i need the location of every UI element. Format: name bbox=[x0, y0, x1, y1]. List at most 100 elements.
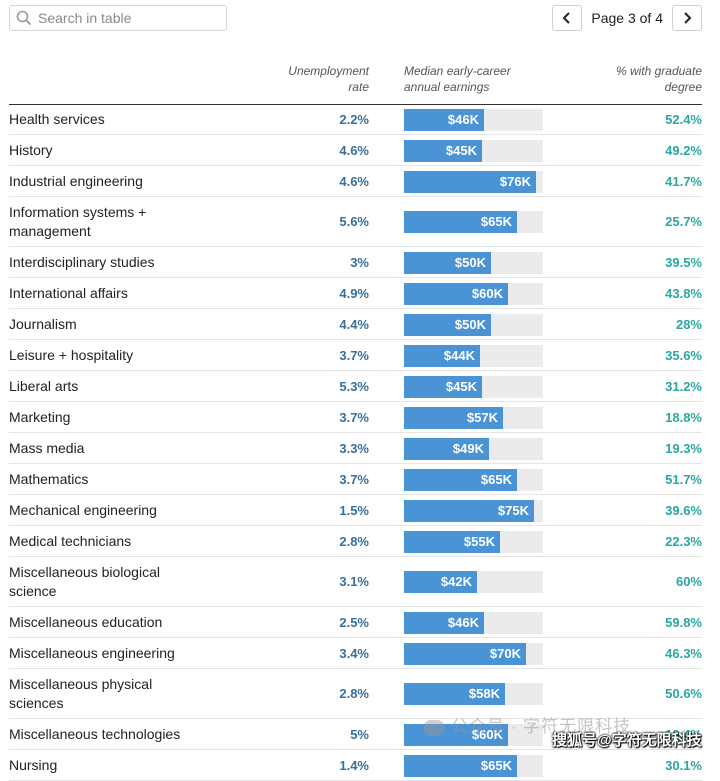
unemployment-rate: 4.4% bbox=[339, 317, 369, 332]
earnings-label: $65K bbox=[480, 758, 512, 773]
earnings-bar-track: $55K bbox=[404, 531, 543, 553]
earnings-bar-track: $76K bbox=[404, 171, 543, 193]
unemployment-rate: 5.6% bbox=[339, 214, 369, 229]
earnings-bar-track: $46K bbox=[404, 612, 543, 634]
major-name: Mechanical engineering bbox=[9, 502, 157, 518]
earnings-bar-track: $75K bbox=[404, 500, 543, 522]
major-name: Journalism bbox=[9, 316, 77, 332]
earnings-bar: $65K bbox=[404, 211, 517, 233]
table-row: Journalism 4.4% $50K 28% bbox=[9, 309, 702, 340]
earnings-bar: $50K bbox=[404, 252, 491, 274]
watermark-wechat: 公众号 · 字符无限科技 bbox=[423, 712, 631, 737]
earnings-bar-track: $65K bbox=[404, 211, 543, 233]
earnings-label: $76K bbox=[499, 174, 531, 189]
earnings-bar-track: $50K bbox=[404, 314, 543, 336]
table-row: Health services 2.2% $46K 52.4% bbox=[9, 104, 702, 135]
earnings-label: $65K bbox=[480, 214, 512, 229]
graduate-degree-percent: 31.2% bbox=[665, 379, 702, 394]
earnings-bar-track: $60K bbox=[404, 283, 543, 305]
major-name: Marketing bbox=[9, 409, 71, 425]
unemployment-rate: 3.7% bbox=[339, 472, 369, 487]
major-name: Miscellaneous biological science bbox=[9, 564, 160, 599]
previous-page-button[interactable] bbox=[552, 5, 583, 31]
earnings-label: $45K bbox=[445, 143, 477, 158]
earnings-bar-track: $58K bbox=[404, 683, 543, 705]
search-input[interactable] bbox=[38, 10, 218, 26]
chevron-right-icon bbox=[684, 12, 692, 24]
earnings-bar: $60K bbox=[404, 283, 508, 305]
earnings-label: $75K bbox=[497, 503, 529, 518]
unemployment-rate: 1.4% bbox=[339, 758, 369, 773]
pagination: Page 3 of 4 bbox=[552, 5, 702, 31]
earnings-label: $49K bbox=[452, 441, 484, 456]
graduate-degree-percent: 18.4% bbox=[665, 727, 702, 742]
unemployment-rate: 3.3% bbox=[339, 441, 369, 456]
graduate-degree-percent: 60% bbox=[675, 574, 702, 589]
graduate-degree-percent: 25.7% bbox=[665, 214, 702, 229]
earnings-bar: $50K bbox=[404, 314, 491, 336]
earnings-bar-track: $60K bbox=[404, 724, 543, 746]
major-name: Mathematics bbox=[9, 471, 89, 487]
earnings-label: $46K bbox=[447, 112, 479, 127]
earnings-bar: $70K bbox=[404, 643, 526, 665]
major-name: Mass media bbox=[9, 440, 85, 456]
major-name: Information systems + management bbox=[9, 204, 147, 239]
unemployment-rate: 5.3% bbox=[339, 379, 369, 394]
table-row: History 4.6% $45K 49.2% bbox=[9, 135, 702, 166]
earnings-bar-track: $42K bbox=[404, 571, 543, 593]
earnings-bar: $46K bbox=[404, 109, 484, 131]
column-header-unemployment[interactable]: Unemployment rate bbox=[288, 64, 369, 94]
earnings-bar: $75K bbox=[404, 500, 534, 522]
graduate-degree-percent: 46.3% bbox=[665, 646, 702, 661]
major-name: Interdisciplinary studies bbox=[9, 254, 155, 270]
table-search[interactable] bbox=[9, 5, 227, 31]
earnings-label: $50K bbox=[454, 255, 486, 270]
earnings-label: $60K bbox=[471, 727, 503, 742]
table-row: Miscellaneous engineering 3.4% $70K 46.3% bbox=[9, 638, 702, 669]
graduate-degree-percent: 28% bbox=[675, 317, 702, 332]
earnings-bar: $65K bbox=[404, 469, 517, 491]
column-header-graduate[interactable]: % with graduate degree bbox=[615, 64, 702, 94]
unemployment-rate: 2.5% bbox=[339, 615, 369, 630]
graduate-degree-percent: 51.7% bbox=[665, 472, 702, 487]
unemployment-rate: 3.7% bbox=[339, 410, 369, 425]
earnings-bar-track: $44K bbox=[404, 345, 543, 367]
major-name: International affairs bbox=[9, 285, 128, 301]
major-name: Miscellaneous physical sciences bbox=[9, 676, 153, 711]
column-header-earnings[interactable]: Median early-career annual earnings bbox=[404, 64, 511, 94]
table-body: Health services 2.2% $46K 52.4% History 4.6% $… bbox=[9, 104, 702, 781]
unemployment-rate: 4.6% bbox=[339, 143, 369, 158]
watermark-text: 公众号 · 字符无限科技 bbox=[451, 717, 632, 736]
graduate-degree-percent: 39.6% bbox=[665, 503, 702, 518]
next-page-button[interactable] bbox=[672, 5, 702, 31]
earnings-bar: $76K bbox=[404, 171, 536, 193]
earnings-label: $58K bbox=[468, 686, 500, 701]
earnings-bar: $60K bbox=[404, 724, 508, 746]
table-row: Information systems + management 5.6% $65K… bbox=[9, 197, 702, 247]
table-row: Miscellaneous technologies 5% $60K 18.4% bbox=[9, 719, 702, 750]
unemployment-rate: 3.7% bbox=[339, 348, 369, 363]
major-name: Miscellaneous engineering bbox=[9, 645, 175, 661]
table-row: Liberal arts 5.3% $45K 31.2% bbox=[9, 371, 702, 402]
earnings-bar-track: $65K bbox=[404, 755, 543, 777]
earnings-label: $45K bbox=[445, 379, 477, 394]
graduate-degree-percent: 22.3% bbox=[665, 534, 702, 549]
unemployment-rate: 3.4% bbox=[339, 646, 369, 661]
earnings-bar-track: $65K bbox=[404, 469, 543, 491]
unemployment-rate: 2.8% bbox=[339, 686, 369, 701]
major-name: Miscellaneous education bbox=[9, 614, 163, 630]
unemployment-rate: 5% bbox=[350, 727, 369, 742]
earnings-label: $65K bbox=[480, 472, 512, 487]
earnings-bar: $44K bbox=[404, 345, 480, 367]
unemployment-rate: 1.5% bbox=[339, 503, 369, 518]
graduate-degree-percent: 59.8% bbox=[665, 615, 702, 630]
unemployment-rate: 4.6% bbox=[339, 174, 369, 189]
wechat-icon bbox=[423, 719, 445, 736]
earnings-label: $46K bbox=[447, 615, 479, 630]
major-name: Health services bbox=[9, 111, 105, 127]
search-icon bbox=[10, 6, 38, 30]
watermark-sohu: 搜狐号@字符无限科技 bbox=[552, 732, 702, 749]
earnings-bar: $42K bbox=[404, 571, 477, 593]
table-row: Mass media 3.3% $49K 19.3% bbox=[9, 433, 702, 464]
earnings-bar-track: $70K bbox=[404, 643, 543, 665]
